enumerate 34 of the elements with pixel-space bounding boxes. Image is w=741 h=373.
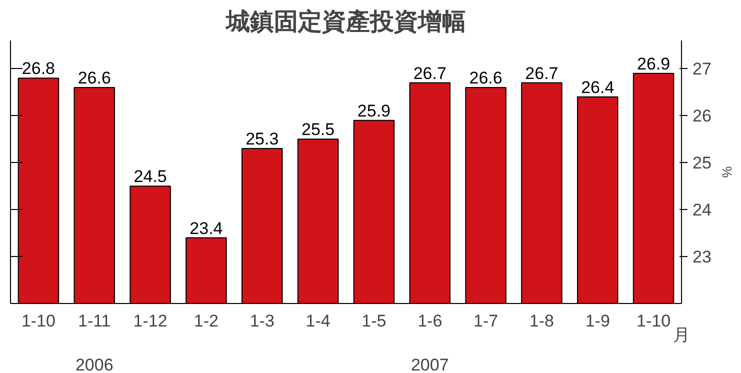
x-axis-title: 月 <box>673 326 690 344</box>
x-tick-label: 1-6 <box>418 312 442 330</box>
x-tick-label: 1-5 <box>362 312 386 330</box>
data-label: 26.6 <box>78 68 111 88</box>
y-tick-label: 25 <box>692 154 712 173</box>
y-tick-label: 27 <box>692 60 712 79</box>
x-tick-label: 1-9 <box>585 312 610 330</box>
text: 2007 <box>410 356 449 373</box>
x-tick-label: 1-10 <box>636 312 671 330</box>
data-label: 26.9 <box>637 54 670 74</box>
y-tick-label: 23 <box>692 248 712 267</box>
data-label: 25.5 <box>302 120 335 140</box>
y-tick-label: 26 <box>692 106 712 126</box>
y-tick-label: 24 <box>692 200 712 220</box>
x-tick-label: 1-8 <box>529 312 554 330</box>
text: 2006 <box>75 356 114 373</box>
y-axis-title: % <box>719 166 734 178</box>
x-tick-label: 1-3 <box>250 312 274 330</box>
data-label: 26.4 <box>581 78 614 97</box>
data-label: 26.7 <box>413 64 446 83</box>
data-label: 26.7 <box>525 64 558 83</box>
x-tick-label: 1-12 <box>133 312 168 330</box>
x-tick-label: 1-2 <box>194 312 218 330</box>
data-label: 26.6 <box>469 68 502 88</box>
data-label: 25.9 <box>357 101 391 120</box>
x-tick-label: 1-7 <box>474 312 498 330</box>
data-label: 25.3 <box>246 130 279 149</box>
data-label: 23.4 <box>190 218 223 238</box>
x-tick-label: 1-10 <box>21 312 56 330</box>
x-tick-label: 1-4 <box>306 312 330 330</box>
data-label: 24.5 <box>134 167 167 186</box>
chart-title: 城鎮固定資產投資增幅 <box>225 8 466 36</box>
x-tick-label: 1-11 <box>78 312 111 330</box>
data-label: 26.8 <box>22 59 56 78</box>
